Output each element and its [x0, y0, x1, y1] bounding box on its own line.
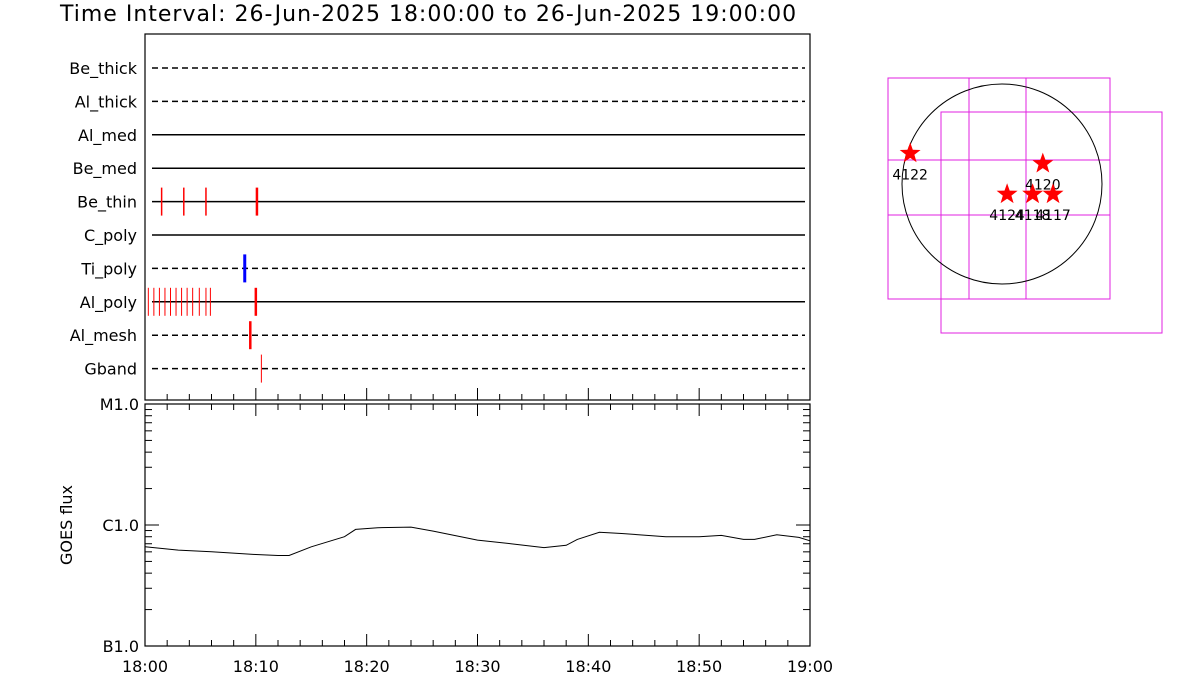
- timeline-frame: [144, 33, 811, 401]
- x-tick-label: 18:40: [565, 657, 611, 676]
- detector-label: Al_med: [78, 126, 137, 146]
- x-tick-label: 18:00: [122, 657, 168, 676]
- x-tick-label: 19:00: [787, 657, 833, 676]
- goes-flux-curve: [144, 526, 811, 556]
- active-region-marker: [899, 142, 921, 163]
- detector-timeline-panel: Be_thick Al_thick Al_med Be_med Be_thin C_pol…: [69, 33, 811, 401]
- map-grid-box: [887, 77, 1111, 300]
- map-grid-box: [940, 111, 1163, 334]
- y-tick-label: B1.0: [103, 637, 139, 656]
- active-region-marker: [1022, 183, 1044, 204]
- goes-frame: [144, 403, 811, 647]
- active-region-label: 4117: [1035, 208, 1071, 224]
- active-region-marker: [1032, 152, 1054, 173]
- goes-flux-panel: B1.0 C1.0 M1.0 18:00 18:10 18:20 18:30 18:40 18:…: [57, 388, 833, 676]
- y-tick-label: C1.0: [102, 516, 139, 535]
- detector-label: Al_mesh: [70, 326, 137, 346]
- x-tick-label: 18:30: [454, 657, 500, 676]
- detector-label: Ti_poly: [80, 259, 137, 279]
- x-tick-label: 18:50: [676, 657, 722, 676]
- detector-label: Be_thin: [77, 193, 137, 213]
- y-axis-title: GOES flux: [57, 485, 76, 565]
- solar-disk: [901, 83, 1103, 285]
- active-region-label: 4122: [892, 167, 928, 183]
- active-region-marker: [996, 183, 1018, 204]
- detector-label: Al_thick: [75, 92, 138, 112]
- x-tick-label: 18:20: [344, 657, 390, 676]
- detector-label: Be_thick: [69, 59, 137, 79]
- detector-label: C_poly: [84, 226, 137, 246]
- detector-label: Gband: [84, 360, 137, 379]
- detector-label: Be_med: [73, 159, 137, 179]
- x-tick-label: 18:10: [233, 657, 279, 676]
- active-region-label: 4118: [1015, 208, 1051, 224]
- active-region-label: 4124: [989, 208, 1025, 224]
- active-region-marker: [1042, 183, 1064, 204]
- detector-label: Al_poly: [80, 293, 137, 313]
- time-interval-title: Time Interval: 26-Jun-2025 18:00:00 to 2…: [60, 2, 798, 27]
- y-tick-label: M1.0: [100, 395, 139, 414]
